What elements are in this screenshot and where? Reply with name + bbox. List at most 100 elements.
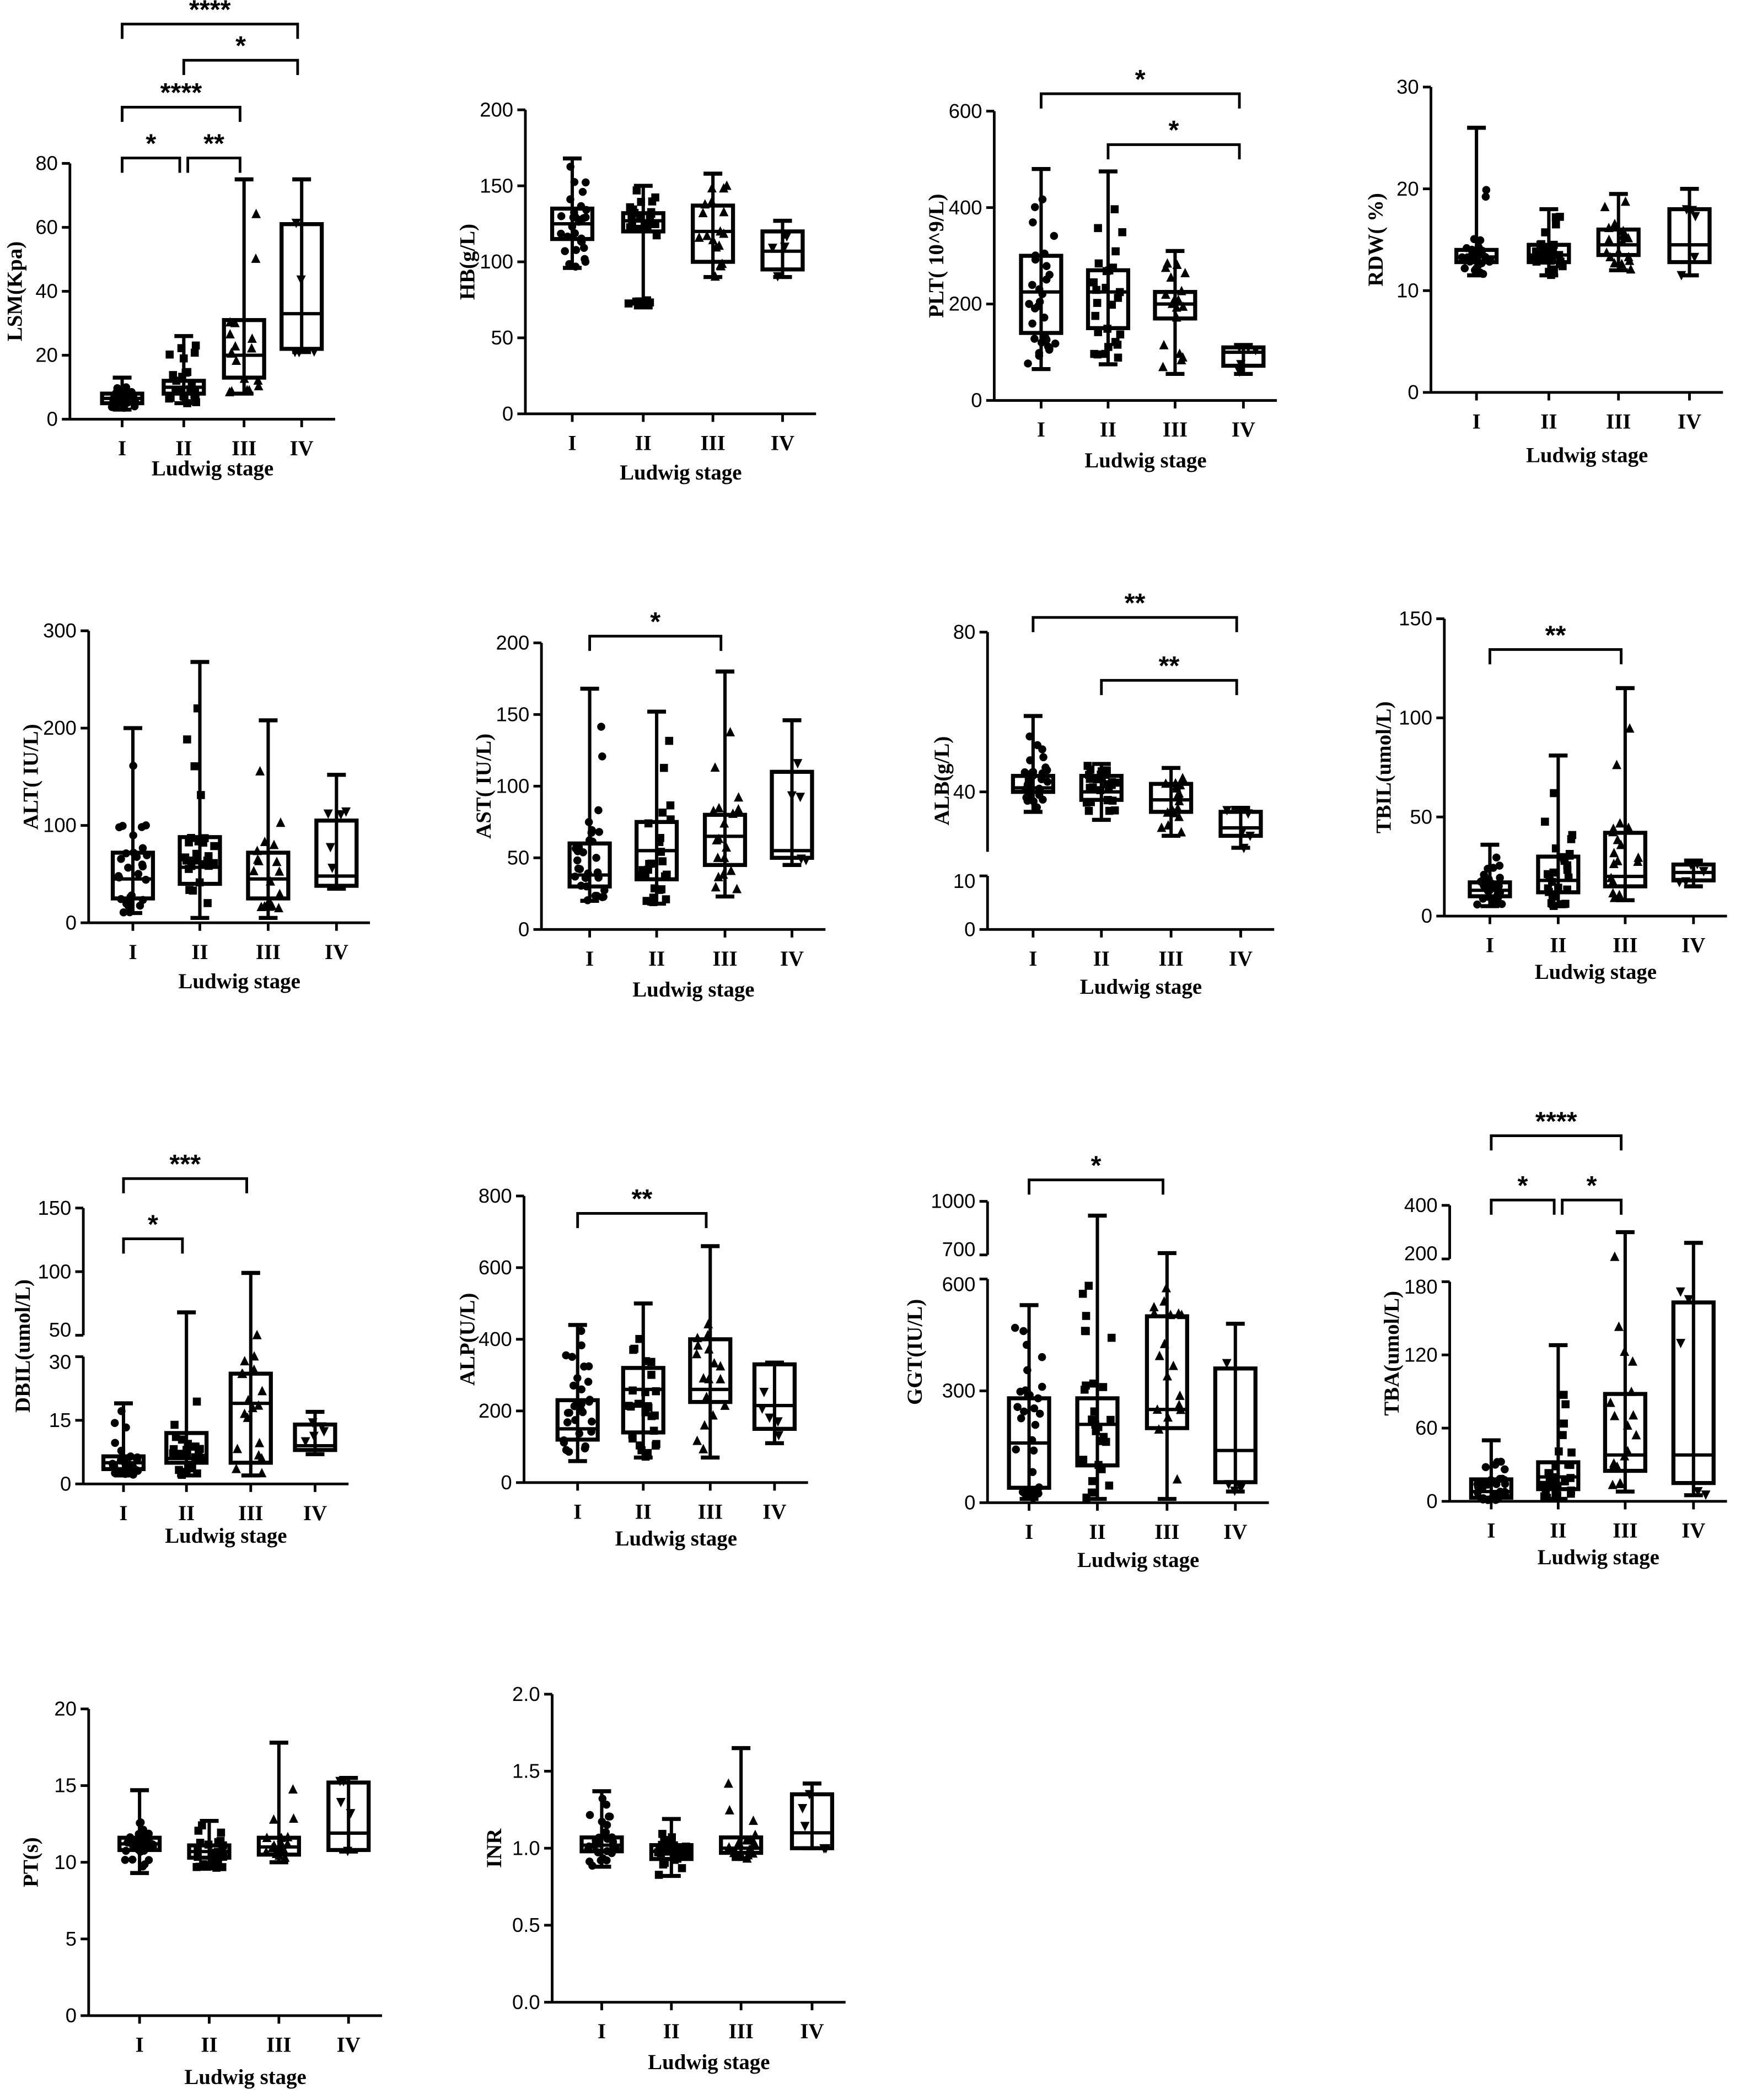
y-tick-label: 40 <box>953 780 976 803</box>
data-point <box>262 1832 272 1842</box>
data-point <box>649 1426 658 1435</box>
data-point <box>127 388 136 396</box>
data-point <box>124 863 132 872</box>
data-point <box>1078 1289 1087 1298</box>
data-point <box>571 873 579 881</box>
data-point <box>1239 843 1249 853</box>
x-tick-label: II <box>191 940 208 964</box>
data-point <box>1045 344 1054 353</box>
data-point <box>571 229 579 238</box>
y-axis-label: ALB(g/L) <box>930 736 954 826</box>
box-iqr <box>719 1835 764 1855</box>
data-point <box>184 1440 192 1448</box>
x-axis-label: Ludwig stage <box>1077 1548 1199 1572</box>
x-tick-label: IV <box>290 437 314 460</box>
data-point <box>187 382 196 391</box>
y-tick-label: 80 <box>953 621 976 643</box>
data-point <box>327 863 337 873</box>
box-II <box>621 184 665 310</box>
data-point <box>1012 1445 1020 1454</box>
data-point <box>1154 1350 1164 1360</box>
box-II <box>1075 1213 1120 1502</box>
data-point <box>1545 1469 1554 1478</box>
data-point <box>584 1377 593 1386</box>
x-tick-label: IV <box>1229 947 1253 971</box>
y-tick-label: 150 <box>37 1197 71 1219</box>
data-point <box>1567 1448 1576 1457</box>
data-point <box>649 895 658 903</box>
box-III <box>222 177 266 396</box>
y-axis-label: ALP(U/L) <box>456 1293 480 1386</box>
data-point <box>1039 753 1047 762</box>
data-point <box>309 347 319 357</box>
data-point <box>743 1850 753 1860</box>
y-tick-label: 1.0 <box>512 1837 540 1859</box>
data-point <box>1493 890 1502 898</box>
data-point <box>584 1845 593 1854</box>
significance-label: * <box>235 31 246 61</box>
data-point <box>1608 1462 1618 1472</box>
data-point <box>129 831 137 839</box>
data-point <box>109 1463 118 1472</box>
data-point <box>197 791 205 799</box>
data-point <box>289 1813 299 1823</box>
data-point <box>780 243 789 252</box>
data-point <box>1035 352 1044 360</box>
y-tick-label: 50 <box>49 1318 72 1341</box>
data-point <box>309 1431 319 1441</box>
data-point <box>577 1327 585 1335</box>
data-point <box>635 297 643 306</box>
data-point <box>1105 1481 1114 1490</box>
data-point <box>1550 240 1558 249</box>
data-point <box>127 1839 136 1848</box>
data-point <box>563 1418 572 1426</box>
data-point <box>1497 900 1506 908</box>
data-point <box>710 762 720 772</box>
data-point <box>1094 1461 1103 1469</box>
x-tick-label: II <box>1550 1519 1566 1542</box>
data-point <box>1174 796 1184 806</box>
data-point <box>719 207 729 217</box>
data-point <box>1023 1366 1032 1375</box>
data-point <box>581 257 590 266</box>
data-point <box>1110 806 1119 815</box>
x-tick-label: I <box>119 1501 127 1525</box>
data-point <box>708 805 718 815</box>
x-axis-label: Ludwig stage <box>184 2065 306 2089</box>
data-point <box>1605 1397 1615 1407</box>
data-point <box>193 704 202 713</box>
data-point <box>138 844 147 853</box>
x-tick-label: I <box>585 947 594 971</box>
y-tick-label: 600 <box>479 1256 512 1279</box>
data-point <box>1029 1446 1038 1455</box>
data-point <box>598 752 606 761</box>
data-point <box>174 387 182 395</box>
y-tick-label: 120 <box>1404 1343 1438 1366</box>
x-tick-label: IV <box>780 947 804 971</box>
data-point <box>1548 877 1556 886</box>
data-point <box>184 1463 192 1472</box>
significance-label: ** <box>203 129 224 159</box>
y-axis-label: HB(g/L) <box>456 224 480 300</box>
data-point <box>1620 1451 1630 1461</box>
data-point <box>1490 884 1499 892</box>
box-III <box>691 171 735 281</box>
data-point <box>577 1385 585 1394</box>
data-point <box>570 1381 578 1390</box>
box-III <box>1596 192 1641 274</box>
y-tick-label: 10 <box>1396 279 1419 301</box>
data-point <box>652 231 661 240</box>
data-point <box>230 317 240 327</box>
data-point <box>192 849 201 858</box>
data-point <box>1020 1407 1028 1416</box>
y-tick-label: 600 <box>942 1273 976 1295</box>
data-point <box>266 876 276 886</box>
data-point <box>255 766 265 776</box>
data-point <box>240 1408 250 1418</box>
data-point <box>1162 258 1172 268</box>
data-point <box>185 886 194 894</box>
data-point <box>122 1846 130 1855</box>
data-point <box>1104 796 1112 804</box>
